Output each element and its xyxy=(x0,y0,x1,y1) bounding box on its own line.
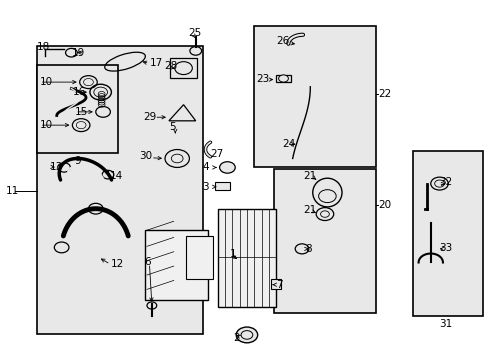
Text: 30: 30 xyxy=(139,150,151,161)
Text: 18: 18 xyxy=(37,42,50,52)
Bar xyxy=(276,75,290,82)
Bar xyxy=(215,182,229,190)
Text: 14: 14 xyxy=(109,171,122,181)
Text: 1: 1 xyxy=(229,248,236,258)
Text: 32: 32 xyxy=(439,177,452,187)
Bar xyxy=(254,26,375,167)
Text: 25: 25 xyxy=(188,28,201,38)
Circle shape xyxy=(219,162,235,173)
Circle shape xyxy=(164,149,189,167)
Circle shape xyxy=(174,62,192,75)
Text: 15: 15 xyxy=(75,107,88,117)
Text: 31: 31 xyxy=(438,319,451,329)
Bar xyxy=(185,235,212,279)
Polygon shape xyxy=(168,105,195,121)
Bar xyxy=(37,65,118,153)
Text: 5: 5 xyxy=(168,122,175,132)
Circle shape xyxy=(171,154,183,163)
Text: 16: 16 xyxy=(73,87,86,97)
Circle shape xyxy=(278,75,288,82)
Bar xyxy=(144,230,207,300)
Text: 10: 10 xyxy=(40,77,53,87)
Text: 9: 9 xyxy=(74,156,81,166)
Text: 33: 33 xyxy=(439,243,452,253)
Text: 2: 2 xyxy=(232,333,239,343)
Circle shape xyxy=(147,302,157,309)
Bar xyxy=(217,209,276,307)
Text: 8: 8 xyxy=(305,244,311,254)
Text: 7: 7 xyxy=(276,280,282,290)
Bar xyxy=(412,151,483,316)
Text: 10: 10 xyxy=(40,120,53,130)
Text: 28: 28 xyxy=(163,61,177,71)
Text: 23: 23 xyxy=(256,74,269,84)
Text: 4: 4 xyxy=(202,162,208,172)
Text: 19: 19 xyxy=(71,48,84,58)
Bar xyxy=(37,45,203,334)
Text: 17: 17 xyxy=(149,58,163,68)
Text: 29: 29 xyxy=(143,112,157,122)
Circle shape xyxy=(295,244,308,254)
Text: 20: 20 xyxy=(378,200,391,210)
Text: 27: 27 xyxy=(210,149,223,159)
Circle shape xyxy=(318,190,335,203)
Text: 6: 6 xyxy=(144,257,151,267)
Text: 22: 22 xyxy=(378,89,391,99)
Text: 21: 21 xyxy=(303,171,316,181)
Text: 11: 11 xyxy=(5,186,19,196)
Text: 21: 21 xyxy=(303,206,316,216)
Circle shape xyxy=(236,327,257,343)
Bar xyxy=(170,58,197,78)
Text: 26: 26 xyxy=(276,36,289,46)
Circle shape xyxy=(189,46,201,55)
Text: 3: 3 xyxy=(202,182,208,192)
Text: 24: 24 xyxy=(282,139,295,149)
Bar xyxy=(271,279,281,289)
Circle shape xyxy=(430,177,447,190)
Text: 13: 13 xyxy=(49,162,62,172)
Bar xyxy=(273,169,375,313)
Text: 12: 12 xyxy=(110,259,123,269)
